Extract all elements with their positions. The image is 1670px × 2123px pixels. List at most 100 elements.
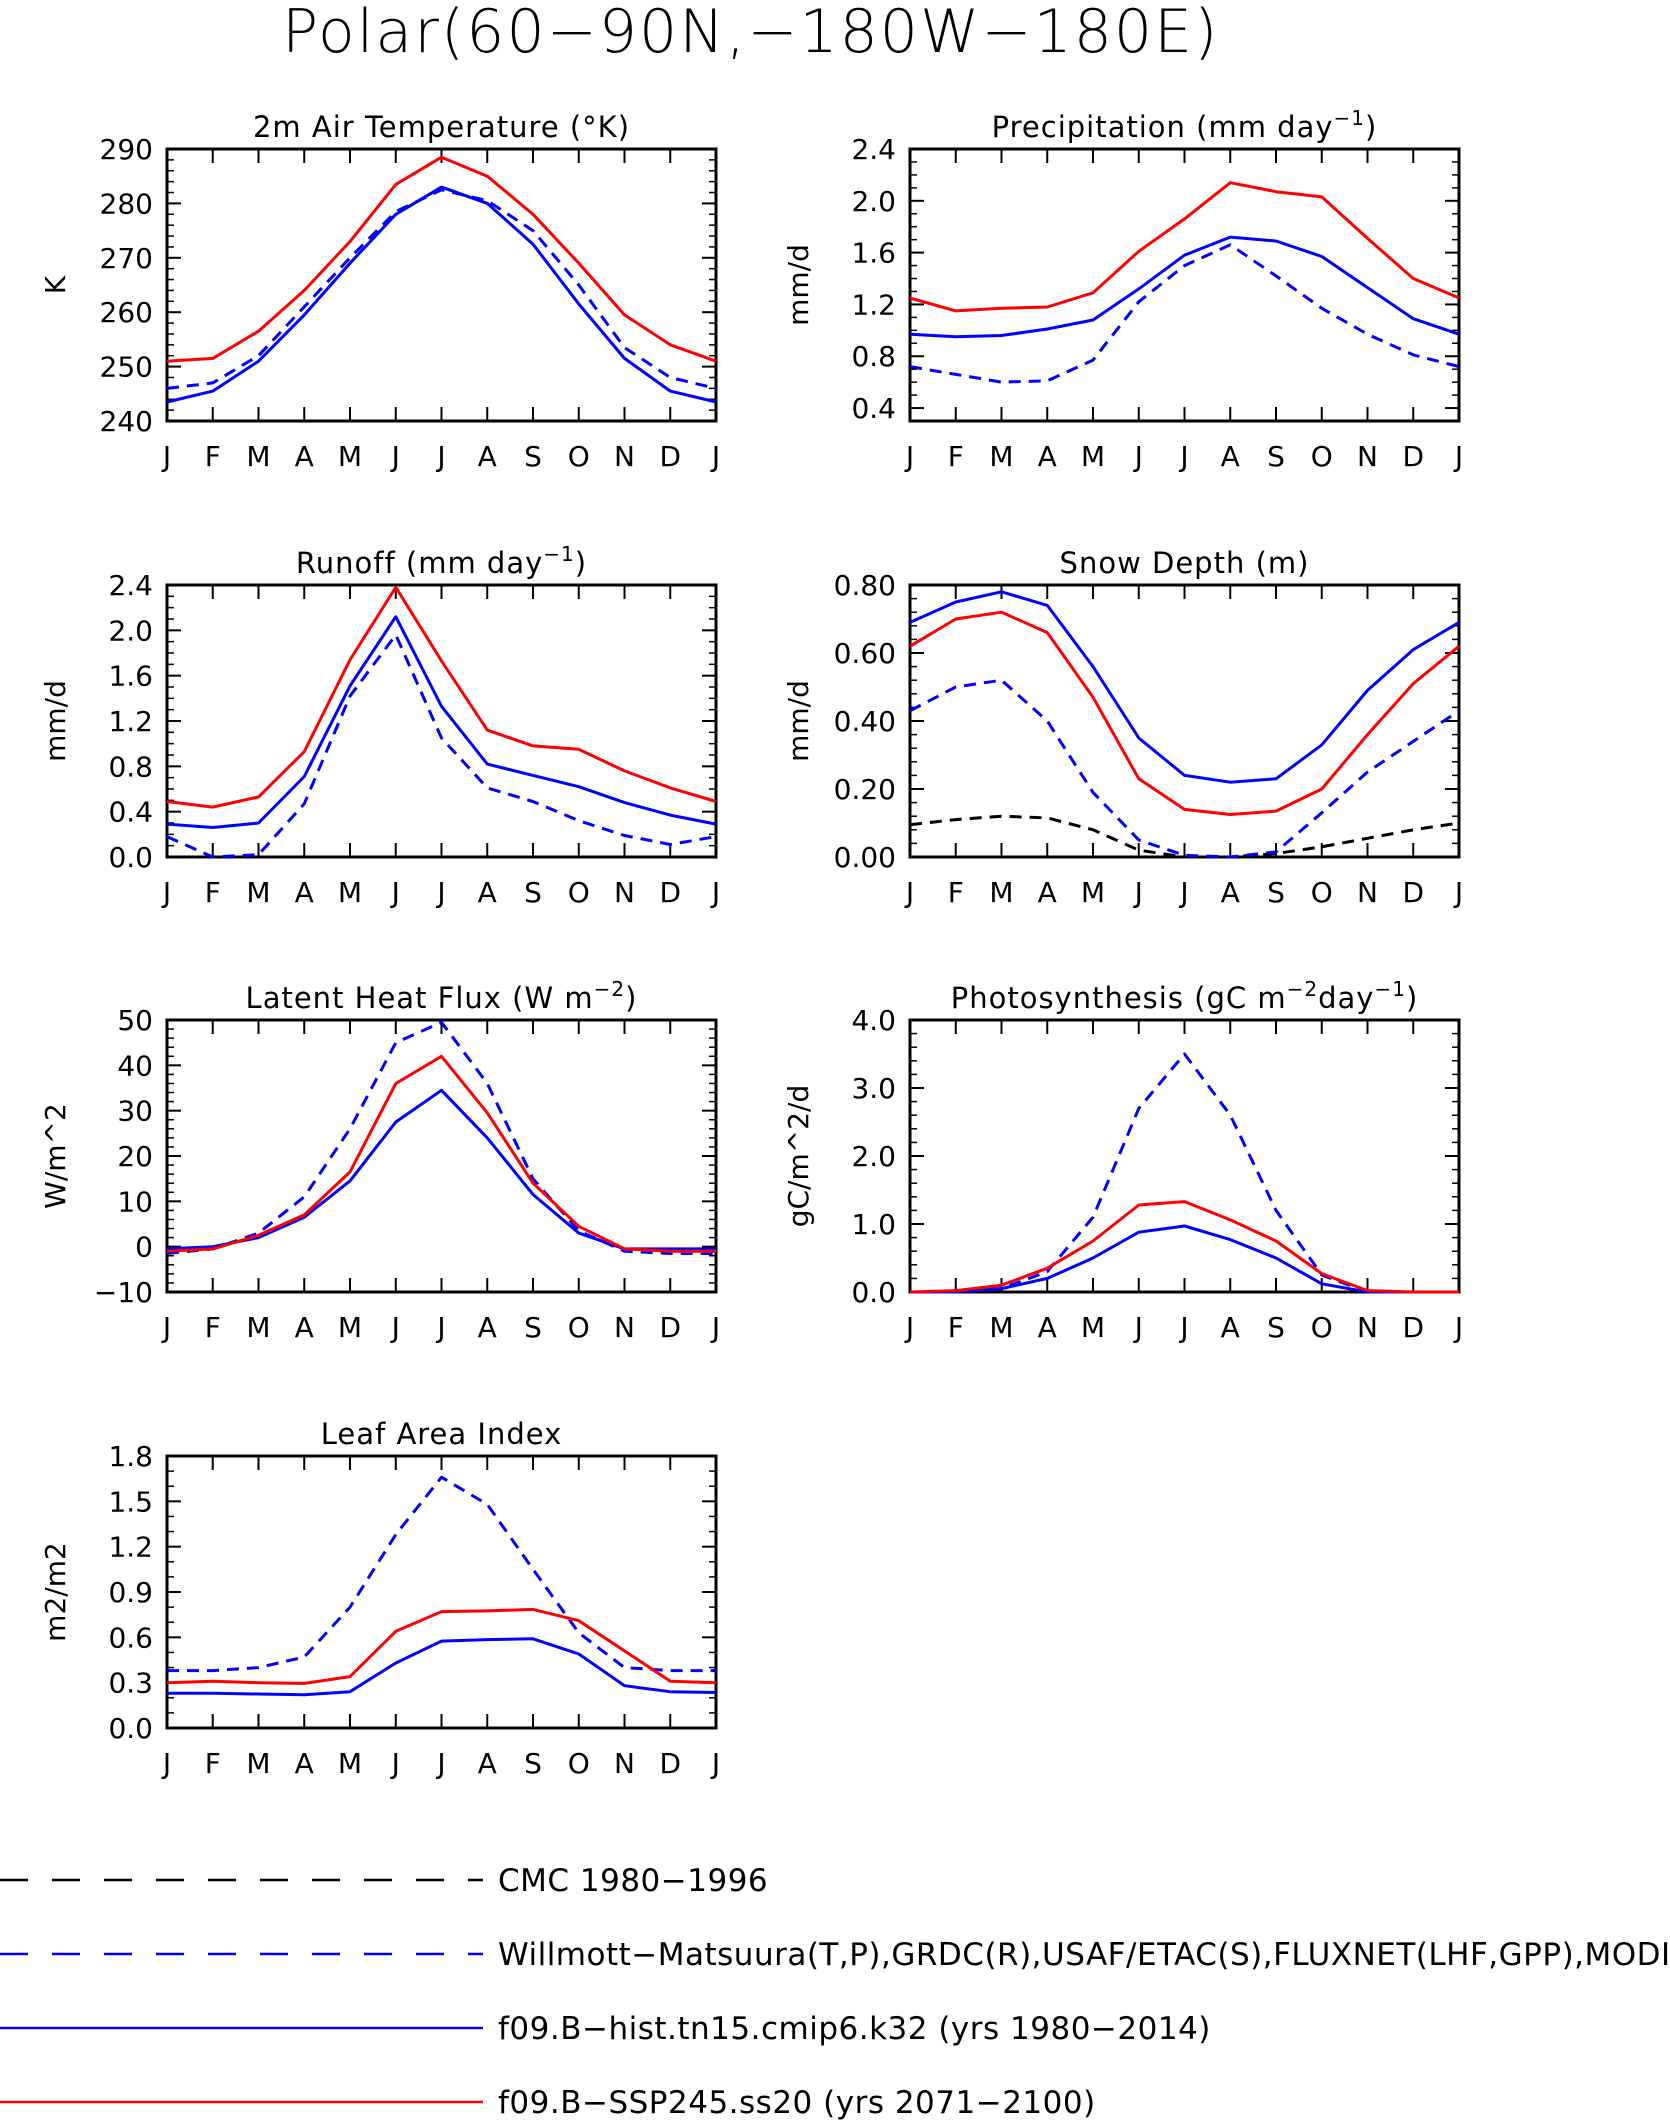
x-tick-label: S [1267, 440, 1285, 473]
x-tick-label: J [710, 876, 720, 909]
y-tick-label: 0.0 [108, 841, 153, 874]
x-tick-label: J [1453, 1311, 1463, 1344]
y-tick-label: 290 [100, 133, 153, 166]
series-line-hist [167, 1637, 717, 1697]
series-line-future [166, 1607, 717, 1685]
x-tick-label: A [295, 876, 314, 909]
x-tick-label: A [1221, 1311, 1240, 1344]
x-tick-label: M [338, 440, 362, 473]
x-tick-label: D [659, 876, 681, 909]
x-tick-label: J [1178, 440, 1188, 473]
series-line-future [166, 1054, 716, 1253]
x-tick-label: F [205, 440, 221, 473]
series-line-obs [166, 188, 717, 390]
x-tick-label: F [205, 876, 221, 909]
x-tick-label: N [614, 1311, 635, 1344]
x-tick-label: N [614, 440, 635, 473]
x-tick-label: J [710, 1311, 720, 1344]
series-line-future [909, 610, 1460, 816]
x-tick-label: A [1038, 440, 1057, 473]
x-tick-label: J [1178, 876, 1188, 909]
x-tick-label: J [1133, 1311, 1143, 1344]
y-tick-label: 0.40 [834, 705, 896, 738]
x-tick-label: D [1402, 1311, 1424, 1344]
plot-frame [165, 1018, 718, 1294]
y-axis-label: gC/m^2/d [782, 1085, 815, 1228]
x-tick-label: J [161, 1747, 171, 1780]
y-tick-label: 30 [117, 1095, 153, 1128]
y-axis-label: m2/m2 [39, 1542, 72, 1642]
plot-frame [908, 1018, 1461, 1294]
y-tick-label: 0.9 [108, 1576, 153, 1609]
y-tick-label: 3.0 [851, 1072, 896, 1105]
series-line-future [166, 585, 717, 809]
x-tick-label: F [948, 876, 964, 909]
series-line-cmc [909, 814, 1460, 859]
x-tick-label: N [1357, 440, 1378, 473]
x-tick-label: J [710, 440, 720, 473]
x-tick-label: S [524, 440, 542, 473]
x-tick-label: J [1453, 876, 1463, 909]
series-line-hist [166, 1088, 716, 1251]
x-tick-label: M [338, 1747, 362, 1780]
series-line-hist [909, 235, 1460, 339]
panel-title: Precipitation (mm day−1) [992, 106, 1378, 144]
x-tick-label: D [1402, 876, 1424, 909]
x-tick-label: J [710, 1747, 720, 1780]
x-tick-label: J [435, 1747, 445, 1780]
y-tick-label: 0.60 [834, 637, 896, 670]
series-line-obs [167, 1475, 716, 1673]
x-tick-label: J [1178, 1311, 1188, 1344]
x-tick-label: A [478, 1311, 497, 1344]
y-tick-label: 280 [100, 187, 153, 220]
legend-label: CMC 1980−1996 [498, 1863, 768, 1899]
legend-label: f09.B−hist.tn15.cmip6.k32 (yrs 1980−2014… [498, 2011, 1211, 2047]
x-tick-label: M [1081, 876, 1105, 909]
y-tick-label: 20 [117, 1140, 153, 1173]
x-tick-label: J [161, 1311, 171, 1344]
series-line-hist [166, 185, 717, 404]
x-tick-label: J [1133, 876, 1143, 909]
legend: CMC 1980−1996 Willmott−Matsuura(T,P),GRDC… [0, 1863, 1670, 2121]
y-tick-label: 0.80 [834, 569, 896, 602]
y-axis-label: mm/d [39, 680, 72, 762]
x-tick-label: O [568, 1747, 590, 1780]
x-tick-label: A [478, 440, 497, 473]
y-tick-label: 0 [135, 1231, 153, 1264]
y-tick-label: −10 [94, 1276, 153, 1309]
y-axis-label: mm/d [782, 244, 815, 326]
x-tick-label: J [435, 1311, 445, 1344]
y-tick-label: 0.00 [834, 841, 896, 874]
x-tick-label: O [568, 440, 590, 473]
legend-entry: f09.B−SSP245.ss20 (yrs 2071−2100) [0, 2085, 1096, 2121]
y-tick-label: 2.0 [108, 614, 153, 647]
y-tick-label: 50 [117, 1004, 153, 1037]
series-line-obs [166, 1020, 716, 1255]
y-tick-label: 10 [117, 1185, 153, 1218]
x-tick-label: A [295, 440, 314, 473]
y-tick-label: 1.6 [108, 660, 153, 693]
x-tick-label: A [1221, 440, 1240, 473]
y-tick-label: 0.3 [108, 1667, 153, 1700]
y-tick-label: 1.2 [108, 1531, 153, 1564]
y-tick-label: 270 [100, 242, 153, 275]
x-tick-label: S [1267, 876, 1285, 909]
panel-title: Leaf Area Index [321, 1417, 562, 1451]
x-tick-label: M [989, 1311, 1013, 1344]
series-line-future [166, 155, 717, 363]
legend-label: f09.B−SSP245.ss20 (yrs 2071−2100) [498, 2085, 1096, 2121]
x-tick-label: M [989, 440, 1013, 473]
x-tick-label: O [568, 876, 590, 909]
x-tick-label: A [295, 1747, 314, 1780]
x-tick-label: J [390, 1311, 400, 1344]
series-line-obs [166, 633, 717, 859]
panel-photosynthesis-gc-m-day: J F M A M J J A S O N D J0.01.02.03.04.0gC/m^2/dPhot… [782, 977, 1463, 1344]
y-tick-label: 2.0 [851, 1140, 896, 1173]
x-tick-label: O [568, 1311, 590, 1344]
y-tick-label: 250 [100, 351, 153, 384]
y-tick-label: 40 [117, 1049, 153, 1082]
x-tick-label: M [989, 876, 1013, 909]
y-tick-label: 0.20 [834, 773, 896, 806]
x-tick-label: A [1038, 876, 1057, 909]
y-tick-label: 2.0 [851, 185, 896, 218]
